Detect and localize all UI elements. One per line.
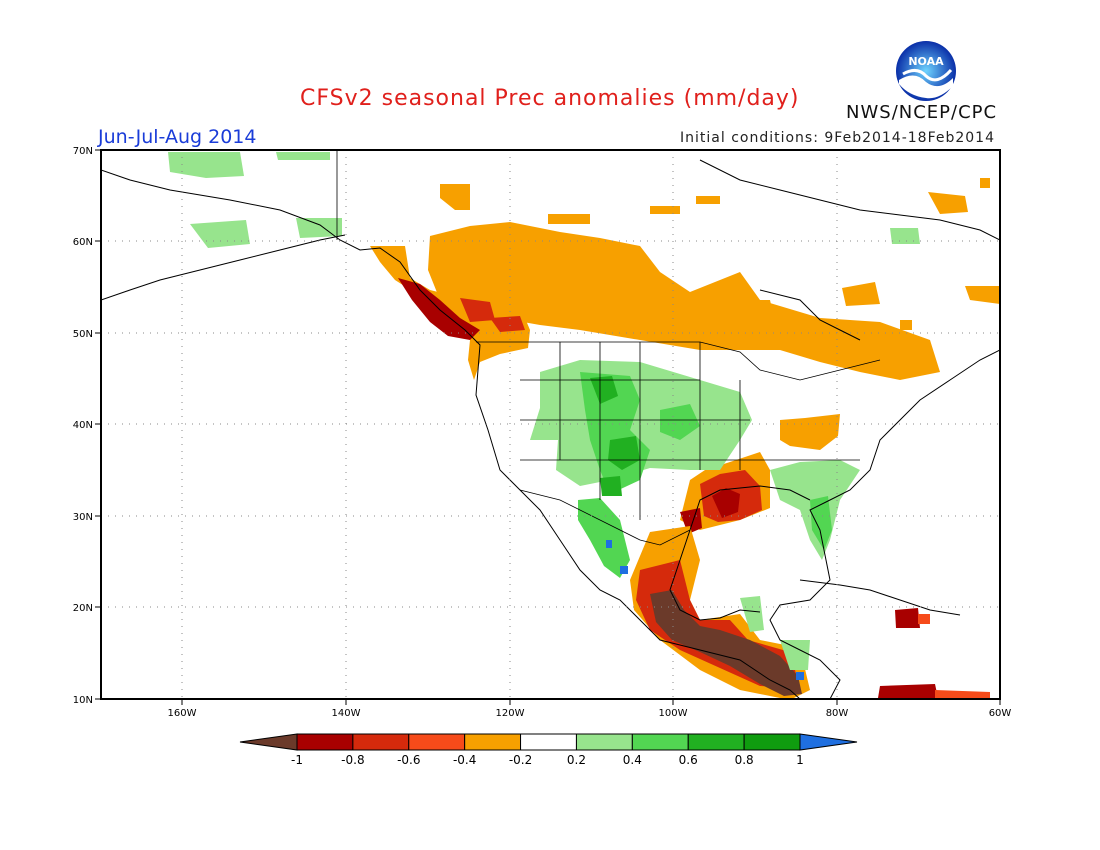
- coastlines: [101, 159, 1000, 699]
- ticks: [95, 149, 1001, 705]
- colorbar-arrow-high: [799, 733, 858, 751]
- colorbar: -1 -0.8 -0.6 -0.4 -0.2 0.2 0.4 0.6 0.8 1: [239, 733, 858, 767]
- map-layer: [101, 150, 1000, 699]
- colorbar-tick-label: -0.6: [397, 753, 420, 767]
- region-rockies-wet-core: [590, 376, 640, 496]
- colorbar-swatch: [520, 733, 577, 751]
- region-florida-wet: [810, 496, 832, 550]
- colorbar-swatch: [408, 733, 466, 751]
- noaa-logo: NOAA: [896, 41, 956, 101]
- colorbar-tick-label: 1: [796, 753, 804, 767]
- initial-conditions-label: Initial conditions: 9Feb2014-18Feb2014: [680, 130, 995, 146]
- lon-label-120w: 120W: [496, 708, 525, 719]
- lat-label-50n: 50N: [73, 329, 93, 340]
- region-north-canada-dry: [440, 178, 990, 224]
- region-caribbean-dry: [878, 608, 938, 698]
- region-canada-dry: [428, 222, 940, 380]
- region-central-america-very-dry: [650, 590, 802, 696]
- region-texas-dry-core: [680, 488, 740, 534]
- noaa-logo-text: NOAA: [908, 55, 944, 68]
- lat-label-60n: 60N: [73, 237, 93, 248]
- lat-label-40n: 40N: [73, 420, 93, 431]
- colorbar-tick-label: -1: [291, 753, 303, 767]
- lon-label-100w: 100W: [659, 708, 688, 719]
- colorbar-swatch: [464, 733, 522, 751]
- lat-label-20n: 20N: [73, 603, 93, 614]
- colorbar-tick-label: 0.2: [567, 753, 586, 767]
- colorbar-swatch: [296, 733, 354, 751]
- lon-label-160w: 160W: [168, 708, 197, 719]
- lon-label-80w: 80W: [826, 708, 849, 719]
- region-rockies-wet-mid: [580, 372, 700, 494]
- colorbar-tick-label: 0.6: [679, 753, 698, 767]
- agency-label: NWS/NCEP/CPC: [846, 102, 998, 123]
- region-bc-red: [460, 298, 525, 332]
- lat-label-30n: 30N: [73, 512, 93, 523]
- gridlines: [101, 150, 1000, 699]
- colorbar-swatch: [687, 733, 745, 751]
- colorbar-tick-label: -0.8: [341, 753, 364, 767]
- region-quebec-dry: [705, 282, 1000, 330]
- colorbar-tick-label: -0.4: [453, 753, 476, 767]
- colorbar-tick-label: -0.2: [509, 753, 532, 767]
- region-caribbean-dry-orange: [918, 614, 990, 698]
- colorbar-swatch: [352, 733, 410, 751]
- region-sierra-madre-wet: [578, 498, 630, 578]
- region-central-america-wet: [740, 596, 810, 670]
- colorbar-swatch: [575, 733, 633, 751]
- lon-label-140w: 140W: [332, 708, 361, 719]
- lat-label-70n: 70N: [73, 146, 93, 157]
- lon-label-60w: 60W: [989, 708, 1012, 719]
- colorbar-swatch: [631, 733, 689, 751]
- chart-title: CFSv2 seasonal Prec anomalies (mm/day): [300, 86, 800, 111]
- colorbar-swatch: [743, 733, 801, 751]
- region-alaska-wet: [168, 152, 920, 248]
- region-ohio-valley-dry: [780, 414, 840, 450]
- borders: [336, 150, 881, 546]
- lat-label-10n: 10N: [73, 695, 93, 706]
- colorbar-tick-label: 0.4: [623, 753, 642, 767]
- colorbar-arrow-low: [239, 733, 298, 751]
- colorbar-tick-label: 0.8: [735, 753, 754, 767]
- period-label: Jun-Jul-Aug 2014: [98, 126, 257, 148]
